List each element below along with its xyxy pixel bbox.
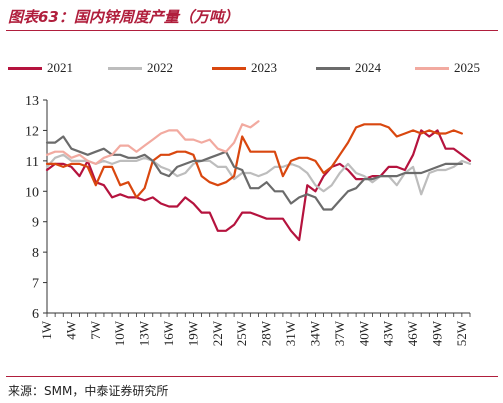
chart-legend: 2021 2022 2023 2024 2025 <box>0 58 503 78</box>
series-line-2022 <box>45 153 472 196</box>
x-tick-label: 4W <box>63 320 78 340</box>
x-tick-label: 13W <box>137 320 152 346</box>
legend-label: 2022 <box>147 60 173 75</box>
legend-item-2025: 2025 <box>415 58 480 78</box>
series-line-2024 <box>45 135 463 211</box>
x-tick-label: 25W <box>234 320 249 346</box>
x-tick-label: 7W <box>88 320 103 340</box>
legend-swatch <box>415 66 449 70</box>
legend-item-2021: 2021 <box>8 58 73 78</box>
y-tick-label: 12 <box>25 124 39 139</box>
legend-swatch <box>212 66 246 70</box>
y-tick-label: 13 <box>25 94 39 109</box>
legend-swatch <box>108 66 142 70</box>
x-tick-label: 43W <box>381 320 396 346</box>
legend-label: 2023 <box>251 60 277 75</box>
x-tick-label: 22W <box>210 320 225 346</box>
legend-item-2023: 2023 <box>212 58 277 78</box>
chart-plot: 6 7 8 9 10 11 12 13 1W 4W 7W 10W 13W 16W 19W 22W 25W 28W 3… <box>25 94 472 346</box>
legend-label: 2025 <box>454 60 480 75</box>
legend-label: 2024 <box>355 60 381 75</box>
x-tick-label: 31W <box>283 320 298 346</box>
x-tick-label: 28W <box>259 320 274 346</box>
x-tick-label: 46W <box>405 320 420 346</box>
title-divider <box>6 30 498 31</box>
series-line-2025 <box>45 120 260 166</box>
chart-source: 来源：SMM，中泰证券研究所 <box>8 384 169 398</box>
series-line-2021 <box>45 129 472 242</box>
legend-swatch <box>8 66 42 70</box>
legend-label: 2021 <box>47 60 73 75</box>
y-tick-label: 10 <box>25 185 39 200</box>
x-tick-label: 37W <box>332 320 347 346</box>
source-divider <box>6 376 498 377</box>
legend-swatch <box>316 66 350 70</box>
chart-title: 图表63：国内锌周度产量（万吨） <box>8 8 239 26</box>
y-tick-label: 11 <box>26 155 39 170</box>
x-tick-label: 34W <box>307 320 322 346</box>
legend-item-2024: 2024 <box>316 58 381 78</box>
y-tick-label: 8 <box>32 246 39 261</box>
x-tick-label: 10W <box>112 320 127 346</box>
x-tick-label: 19W <box>185 320 200 346</box>
x-tick-label: 49W <box>429 320 444 346</box>
y-tick-label: 7 <box>32 277 39 292</box>
y-tick-label: 9 <box>32 216 39 231</box>
legend-item-2022: 2022 <box>108 58 173 78</box>
x-tick-label: 1W <box>39 320 54 340</box>
x-tick-label: 16W <box>161 320 176 346</box>
x-tick-label: 52W <box>454 320 469 346</box>
x-tick-label: 40W <box>356 320 371 346</box>
series-line-2023 <box>45 123 463 199</box>
y-tick-label: 6 <box>32 307 39 322</box>
